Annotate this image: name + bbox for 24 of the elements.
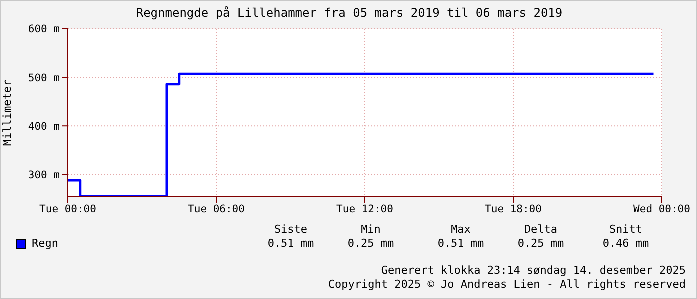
text: Copyright 2025 © Jo Andreas Lien - All rights reserved (328, 278, 686, 291)
chart-title: Regnmengde på Lillehammer fra 05 mars 2019 til 06 mars 2019 (135, 6, 564, 20)
y-tick-label: 400 m (28, 120, 60, 133)
text: Max (450, 223, 472, 236)
x-tick-label: Tue 12:00 (336, 203, 394, 216)
y-tick-label: 300 m (28, 169, 60, 182)
x-tick-label: Tue 18:00 (485, 203, 542, 216)
text: Generert klokka 23:14 søndag 14. desember 2025 (381, 264, 686, 277)
text: 0.25 mm (516, 237, 566, 250)
text: 0.51 mm (266, 237, 316, 250)
x-tick-label: Tue 06:00 (188, 203, 245, 216)
y-tick-label: 500 m (28, 72, 60, 84)
y-tick-label: 600 m (28, 24, 60, 36)
text: Min (360, 223, 382, 236)
y-axis-title: Millimeter (0, 80, 14, 146)
text: Siste (273, 223, 309, 236)
text: 0.46 mm (602, 237, 650, 250)
text: Snitt (608, 223, 644, 236)
legend-label: Regn (32, 237, 58, 250)
text: 0.25 mm (346, 237, 396, 250)
text: 0.51 mm (436, 237, 486, 250)
x-tick-label: Tue 00:00 (40, 203, 96, 216)
x-tick-label: Wed 00:00 (634, 203, 690, 216)
text: Delta (523, 223, 559, 236)
